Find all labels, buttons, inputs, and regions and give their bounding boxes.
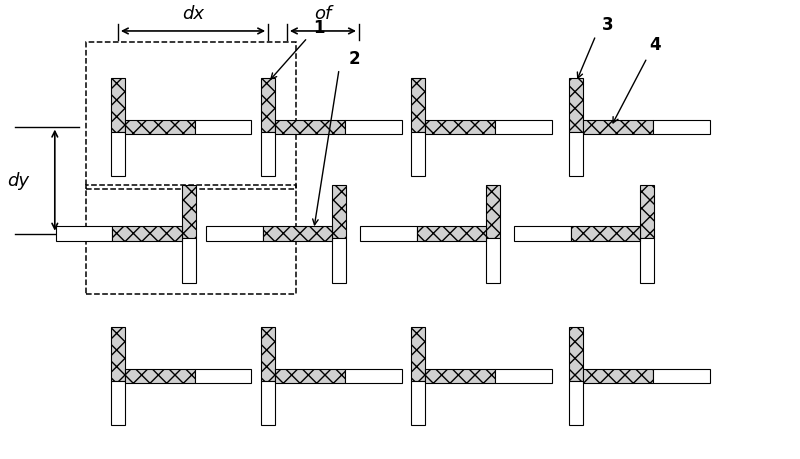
Bar	[125, 369, 194, 383]
Bar	[345, 120, 402, 134]
Bar	[275, 369, 345, 383]
Bar	[125, 120, 194, 134]
Bar	[583, 120, 653, 134]
Bar	[653, 369, 710, 383]
Bar	[261, 327, 275, 381]
Bar	[411, 381, 426, 425]
Bar	[494, 120, 551, 134]
Bar	[261, 132, 275, 176]
Bar	[194, 120, 251, 134]
Bar	[261, 78, 275, 132]
Bar	[332, 239, 346, 283]
Bar	[182, 239, 196, 283]
Bar	[426, 369, 494, 383]
Bar	[411, 327, 426, 381]
Bar	[426, 120, 494, 134]
Bar	[332, 185, 346, 239]
Bar	[640, 185, 654, 239]
Bar	[261, 381, 275, 425]
Text: 3: 3	[602, 16, 614, 34]
Bar	[206, 227, 262, 241]
Bar	[360, 227, 417, 241]
Text: dy: dy	[7, 172, 30, 190]
Bar	[113, 227, 182, 241]
Bar	[111, 327, 125, 381]
Bar	[111, 132, 125, 176]
Text: of: of	[314, 5, 332, 23]
Bar	[194, 369, 251, 383]
Bar	[514, 227, 570, 241]
Bar	[569, 327, 583, 381]
Text: dx: dx	[182, 5, 204, 23]
Text: 4: 4	[650, 36, 661, 54]
Bar	[486, 185, 500, 239]
Bar	[494, 369, 551, 383]
Bar	[569, 132, 583, 176]
Bar	[262, 227, 332, 241]
Text: 2: 2	[349, 50, 361, 67]
Bar	[345, 369, 402, 383]
Bar	[569, 381, 583, 425]
Bar	[569, 78, 583, 132]
Bar	[583, 369, 653, 383]
Bar	[182, 185, 196, 239]
Bar	[417, 227, 486, 241]
Bar	[570, 227, 640, 241]
Bar	[86, 43, 296, 190]
Bar	[275, 120, 345, 134]
Bar	[653, 120, 710, 134]
Bar	[86, 185, 296, 294]
Text: 1: 1	[314, 18, 325, 36]
Bar	[111, 78, 125, 132]
Bar	[411, 78, 426, 132]
Bar	[411, 132, 426, 176]
Bar	[55, 227, 113, 241]
Bar	[640, 239, 654, 283]
Bar	[111, 381, 125, 425]
Bar	[486, 239, 500, 283]
